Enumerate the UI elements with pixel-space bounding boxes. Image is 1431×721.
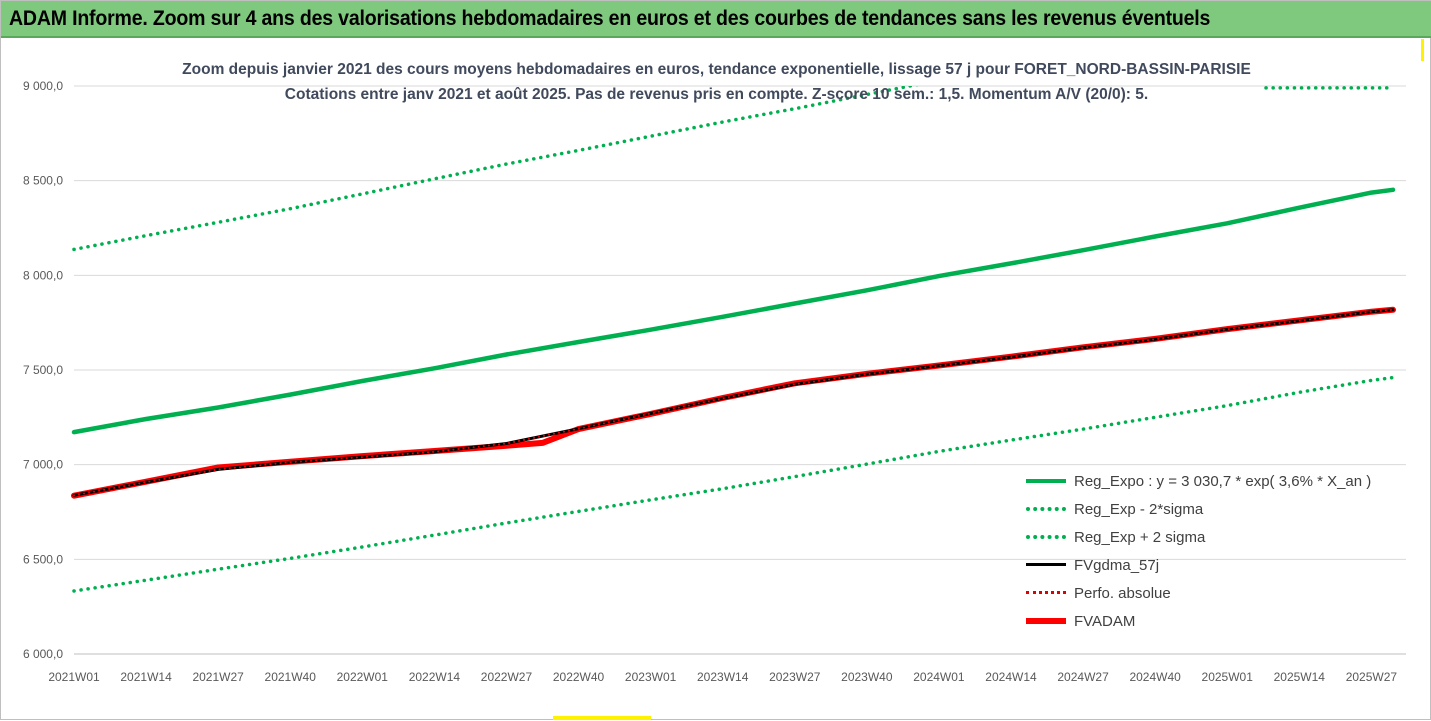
subtitle-line-1: Zoom depuis janvier 2021 des cours moyen… (182, 61, 1251, 78)
chart-subtitle: Zoom depuis janvier 2021 des cours moyen… (1, 57, 1431, 107)
legend-item-reg-exp-minus: Reg_Exp - 2*sigma (1026, 495, 1371, 523)
legend-swatch-red-dotted (1026, 588, 1066, 598)
x-axis: 2021W01 2021W14 2021W27 2021W40 2022W01 2022W… (48, 653, 1406, 684)
legend-swatch-green-dotted (1026, 504, 1066, 514)
report-title: ADAM Informe. Zoom sur 4 ans des valoris… (9, 7, 1211, 30)
legend-swatch-green-solid (1026, 476, 1066, 486)
x-tick-label: 2021W01 (48, 670, 100, 684)
x-tick-label: 2025W27 (1346, 670, 1398, 684)
legend-item-perfo: Perfo. absolue (1026, 579, 1371, 607)
y-tick-label: 7 500,0 (23, 363, 63, 377)
x-tick-label: 2022W01 (337, 670, 389, 684)
legend-item-fvgdma: FVgdma_57j (1026, 551, 1371, 579)
x-tick-label: 2022W14 (409, 670, 461, 684)
legend-label: Reg_Expo : y = 3 030,7 * exp( 3,6% * X_a… (1074, 472, 1372, 490)
legend-swatch-red-thick (1026, 616, 1066, 626)
x-tick-label: 2023W40 (841, 670, 893, 684)
selection-marker (1421, 39, 1424, 61)
chart-legend: Reg_Expo : y = 3 030,7 * exp( 3,6% * X_a… (1026, 467, 1371, 635)
x-tick-label: 2022W40 (553, 670, 605, 684)
series-line-green-dotted (72, 375, 1395, 593)
y-tick-label: 8 500,0 (23, 174, 63, 188)
legend-label: FVADAM (1074, 612, 1136, 630)
y-axis: 9 000,0 8 500,0 8 000,0 7 500,0 7 000,0 6 500… (23, 79, 63, 661)
x-tick-label: 2022W27 (481, 670, 533, 684)
legend-label: Reg_Exp - 2*sigma (1074, 500, 1204, 518)
x-tick-label: 2021W27 (192, 670, 244, 684)
x-tick-label: 2025W14 (1274, 670, 1326, 684)
y-tick-label: 7 000,0 (23, 458, 63, 472)
report-banner: ADAM Informe. Zoom sur 4 ans des valoris… (1, 1, 1431, 38)
series-line-green-dotted (72, 86, 920, 252)
legend-label: Reg_Exp + 2 sigma (1074, 528, 1206, 546)
legend-item-reg-exp-plus: Reg_Exp + 2 sigma (1026, 523, 1371, 551)
y-tick-label: 6 000,0 (23, 647, 63, 661)
x-tick-label: 2024W27 (1057, 670, 1109, 684)
x-tick-label: 2023W27 (769, 670, 821, 684)
x-tick-label: 2024W40 (1129, 670, 1181, 684)
subtitle-line-2: Cotations entre janv 2021 et août 2025. … (284, 86, 1149, 103)
y-tick-label: 9 000,0 (23, 79, 63, 93)
y-tick-label: 8 000,0 (23, 268, 63, 282)
x-tick-label: 2024W01 (913, 670, 965, 684)
x-tick-label: 2023W01 (625, 670, 677, 684)
x-tick-label: 2021W40 (265, 670, 317, 684)
legend-item-fvadam: FVADAM (1026, 607, 1371, 635)
selection-marker (553, 716, 651, 720)
legend-swatch-black (1026, 560, 1066, 570)
series-line-green-solid (71, 187, 1396, 435)
x-tick-label: 2021W14 (120, 670, 172, 684)
x-tick-label: 2025W01 (1202, 670, 1254, 684)
legend-swatch-green-dotted (1026, 532, 1066, 542)
y-tick-label: 6 500,0 (23, 552, 63, 566)
series-group (71, 86, 1396, 593)
legend-label: FVgdma_57j (1074, 556, 1160, 574)
legend-item-reg-expo: Reg_Expo : y = 3 030,7 * exp( 3,6% * X_a… (1026, 467, 1371, 495)
x-tick-label: 2024W14 (985, 670, 1037, 684)
legend-label: Perfo. absolue (1074, 584, 1171, 602)
x-tick-label: 2023W14 (697, 670, 749, 684)
series-line-red-dotted (73, 308, 1394, 497)
